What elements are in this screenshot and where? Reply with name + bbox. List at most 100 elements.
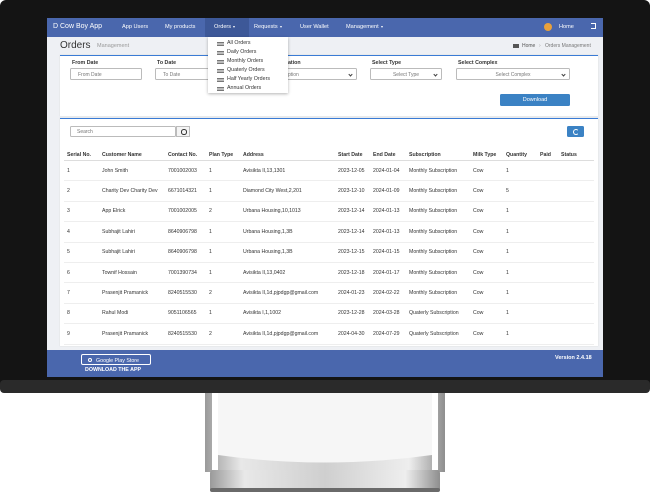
menu-icon — [217, 86, 224, 91]
stand-base — [210, 470, 440, 492]
table-cell: 2024-04-30 — [335, 323, 370, 345]
brand[interactable]: D Cow Boy App — [53, 23, 103, 30]
column-header: Subscription — [406, 142, 470, 161]
table-cell: Townif Hossain — [99, 262, 165, 284]
table-cell: 1 — [206, 242, 240, 263]
search-button[interactable] — [176, 126, 190, 137]
select[interactable]: Select Complex — [456, 68, 570, 80]
table-cell: 2024-03-28 — [370, 303, 406, 325]
table-cell: Monthly Subscription — [406, 221, 470, 243]
table-cell: Charity Dev Charity Dev — [99, 180, 165, 202]
nav-item[interactable]: App Users — [122, 24, 149, 30]
filter-label: To Date — [157, 60, 177, 66]
orders-table: Serial No. Customer Name Contact No. Plan T… — [64, 142, 594, 345]
table-cell: Quaterly Subscription — [406, 303, 470, 325]
table-cell: Cow — [470, 303, 503, 325]
menu-item[interactable]: Daily Orders — [227, 49, 257, 55]
nav-item[interactable]: Orders — [214, 24, 235, 30]
table-cell: Cow — [470, 262, 503, 284]
table-cell: 1 — [503, 201, 537, 223]
table-cell: Urbana Housing,1,3B — [240, 242, 335, 263]
table-cell: Urbana Housing,1,3B — [240, 221, 335, 243]
menu-item[interactable]: Monthly Orders — [227, 58, 264, 64]
table-cell: 1 — [206, 221, 240, 243]
table-cell: 5 — [64, 242, 99, 263]
empty-cell — [537, 262, 558, 284]
empty-cell — [537, 282, 558, 304]
table-cell: Avisikta II,1d,pjpdgp@gmail.com — [240, 282, 335, 304]
table-cell: 1 — [206, 180, 240, 202]
refresh-button[interactable] — [567, 126, 584, 137]
menu-item[interactable]: All Orders — [227, 40, 251, 46]
table-cell: 2023-12-14 — [335, 221, 370, 243]
table-cell: 7001002003 — [165, 160, 206, 182]
nav-home[interactable]: Home — [559, 24, 574, 30]
table-cell: Monthly Subscription — [406, 160, 470, 182]
table-row: 7 Prasenjit Pramanick 8240515530 2 Avisikta … — [64, 282, 594, 304]
table-cell: 2023-12-14 — [335, 201, 370, 223]
nav-item[interactable]: Requests — [254, 24, 282, 30]
chin — [0, 380, 650, 393]
table-cell: Monthly Subscription — [406, 180, 470, 202]
table-cell: 2024-02-22 — [370, 282, 406, 304]
table-cell: 4 — [64, 221, 99, 243]
date-input[interactable]: From Date — [70, 68, 142, 80]
empty-cell — [537, 303, 558, 325]
table-cell: Cow — [470, 221, 503, 243]
table-cell: 6671014321 — [165, 180, 206, 202]
filter-panel: From Date To Date Subscription Duration … — [60, 55, 598, 116]
table-cell: Subhajit Lahiri — [99, 221, 165, 243]
table-cell: 2024-01-15 — [370, 242, 406, 263]
table-cell: 3 — [64, 201, 99, 223]
select[interactable]: Select Type — [370, 68, 442, 80]
column-header: Contact No. — [165, 142, 206, 161]
nav-item[interactable]: Management — [346, 24, 383, 30]
menu-item[interactable]: Quaterly Orders — [227, 67, 265, 73]
table-cell: 2 — [64, 180, 99, 202]
navbar: D Cow Boy App App Users My products Orde… — [47, 18, 603, 37]
table-cell: 2024-07-29 — [370, 323, 406, 345]
table-cell: Cow — [470, 201, 503, 223]
table-cell: Diamond City West,2,201 — [240, 180, 335, 202]
menu-item[interactable]: Annual Orders — [227, 85, 262, 91]
download-button[interactable]: Download — [500, 94, 570, 106]
play-store-button[interactable]: Google Play Store — [81, 354, 151, 365]
breadcrumb-sep: › — [539, 43, 541, 49]
search-input[interactable]: Search — [70, 126, 176, 137]
menu-item[interactable]: Half Yearly Orders — [227, 76, 270, 82]
empty-cell — [558, 303, 594, 325]
empty-cell — [558, 242, 594, 263]
table-row: 1 John Smith 7001002003 1 Avisikta II,13,130… — [64, 160, 594, 182]
table-row: 6 Townif Hossain 7001390734 1 Avisikta II,13… — [64, 262, 594, 284]
column-header: Status — [558, 142, 594, 161]
header-row: Serial No. Customer Name Contact No. Plan T… — [64, 142, 594, 161]
nav-item[interactable]: User Wallet — [300, 24, 329, 30]
table-cell: 8240515530 — [165, 323, 206, 345]
empty-cell — [537, 323, 558, 345]
page-title: Orders — [60, 40, 91, 51]
empty-cell — [537, 201, 558, 223]
nav-item[interactable]: My products — [165, 24, 196, 30]
column-header: Customer Name — [99, 142, 165, 161]
table-row: 9 Prasenjit Pramanick 8240515530 2 Avisikta … — [64, 323, 594, 345]
table-cell: 8 — [64, 303, 99, 325]
table-cell: 1 — [206, 303, 240, 325]
avatar[interactable] — [544, 23, 552, 31]
table-cell: Subhajit Lahiri — [99, 242, 165, 263]
table-cell: 1 — [503, 282, 537, 304]
table-row: 4 Subhajit Lahiri 8640906798 1 Urbana Housin… — [64, 221, 594, 243]
breadcrumb[interactable]: Home — [522, 43, 536, 49]
filter-label: From Date — [72, 60, 99, 66]
table-cell: 1 — [503, 323, 537, 345]
table-cell: 5 — [503, 180, 537, 202]
logout-icon[interactable] — [591, 23, 596, 29]
table-cell: 8640906798 — [165, 242, 206, 263]
footer: Google Play Store DOWNLOAD THE APP Versi… — [47, 350, 603, 377]
empty-cell — [558, 262, 594, 284]
column-header: Paid — [537, 142, 558, 161]
column-header: Address — [240, 142, 335, 161]
table-cell: 1 — [206, 160, 240, 182]
table-cell: Prasenjit Pramanick — [99, 323, 165, 345]
menu-icon — [217, 59, 224, 64]
empty-cell — [537, 242, 558, 263]
